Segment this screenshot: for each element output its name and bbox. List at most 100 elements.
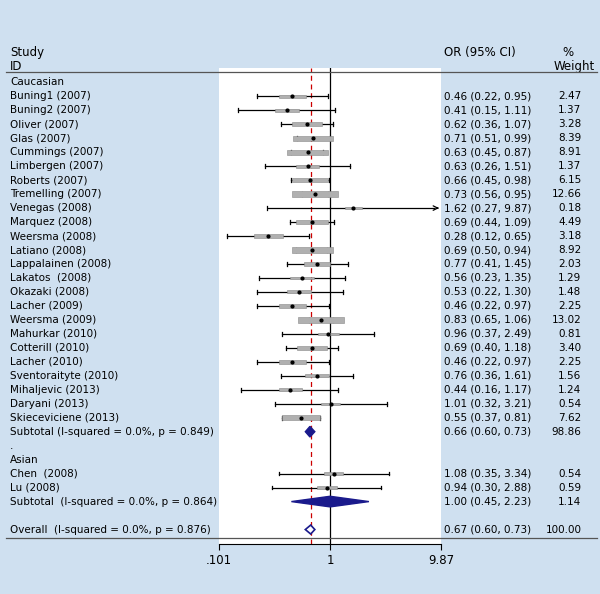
Text: 8.91: 8.91 <box>558 147 581 157</box>
Text: Lacher (2010): Lacher (2010) <box>10 357 83 367</box>
Text: Oliver (2007): Oliver (2007) <box>10 119 79 129</box>
Bar <box>279 94 306 98</box>
Text: Chen  (2008): Chen (2008) <box>10 469 78 479</box>
Text: 0.69 (0.50, 0.94): 0.69 (0.50, 0.94) <box>444 245 531 255</box>
Text: 2.47: 2.47 <box>558 91 581 101</box>
Bar <box>292 191 338 197</box>
Text: 0.62 (0.36, 1.07): 0.62 (0.36, 1.07) <box>444 119 532 129</box>
Text: .: . <box>10 441 14 451</box>
Text: Sventoraityte (2010): Sventoraityte (2010) <box>10 371 119 381</box>
Bar <box>282 415 320 420</box>
Text: 8.39: 8.39 <box>558 133 581 143</box>
Text: 1.01 (0.32, 3.21): 1.01 (0.32, 3.21) <box>444 399 532 409</box>
Bar <box>293 135 334 141</box>
Bar <box>298 317 344 323</box>
Text: Lakatos  (2008): Lakatos (2008) <box>10 273 92 283</box>
Text: 0.46 (0.22, 0.97): 0.46 (0.22, 0.97) <box>444 301 532 311</box>
Bar <box>345 207 362 209</box>
Bar <box>279 304 306 308</box>
Text: 8.92: 8.92 <box>558 245 581 255</box>
Text: 3.18: 3.18 <box>558 231 581 241</box>
Polygon shape <box>305 426 315 437</box>
Text: Overall  (I-squared = 0.0%, p = 0.876): Overall (I-squared = 0.0%, p = 0.876) <box>10 525 211 535</box>
Bar <box>305 374 329 377</box>
Text: Skieceviciene (2013): Skieceviciene (2013) <box>10 413 119 423</box>
Text: 0.59: 0.59 <box>558 482 581 492</box>
Text: 1.48: 1.48 <box>558 287 581 297</box>
Text: 1.00 (0.45, 2.23): 1.00 (0.45, 2.23) <box>444 497 532 507</box>
Text: Limbergen (2007): Limbergen (2007) <box>10 161 104 171</box>
Bar <box>304 263 331 266</box>
Bar <box>297 346 327 350</box>
Text: Caucasian: Caucasian <box>10 77 64 87</box>
Text: 1.56: 1.56 <box>558 371 581 381</box>
Text: 0.46 (0.22, 0.97): 0.46 (0.22, 0.97) <box>444 357 532 367</box>
Text: Lacher (2009): Lacher (2009) <box>10 301 83 311</box>
Bar <box>292 122 322 126</box>
Text: 0.96 (0.37, 2.49): 0.96 (0.37, 2.49) <box>444 329 532 339</box>
Bar <box>279 388 302 391</box>
Text: Buning2 (2007): Buning2 (2007) <box>10 105 91 115</box>
Text: 0.73 (0.56, 0.95): 0.73 (0.56, 0.95) <box>444 189 532 199</box>
Text: 13.02: 13.02 <box>551 315 581 325</box>
Bar <box>254 234 283 238</box>
Text: Subtotal  (I-squared = 0.0%, p = 0.864): Subtotal (I-squared = 0.0%, p = 0.864) <box>10 497 217 507</box>
Text: 0.18: 0.18 <box>558 203 581 213</box>
Text: Mihaljevic (2013): Mihaljevic (2013) <box>10 385 100 395</box>
Bar <box>321 403 340 405</box>
Text: 100.00: 100.00 <box>545 525 581 535</box>
Text: Glas (2007): Glas (2007) <box>10 133 71 143</box>
Text: 1.24: 1.24 <box>558 385 581 395</box>
Text: 1.29: 1.29 <box>558 273 581 283</box>
Text: 0.81: 0.81 <box>558 329 581 339</box>
Text: 1.62 (0.27, 9.87): 1.62 (0.27, 9.87) <box>444 203 532 213</box>
Bar <box>317 486 337 489</box>
Text: 0.94 (0.30, 2.88): 0.94 (0.30, 2.88) <box>444 482 532 492</box>
Text: 0.69 (0.44, 1.09): 0.69 (0.44, 1.09) <box>444 217 532 227</box>
Text: 0.56 (0.23, 1.35): 0.56 (0.23, 1.35) <box>444 273 532 283</box>
Text: Subtotal (I-squared = 0.0%, p = 0.849): Subtotal (I-squared = 0.0%, p = 0.849) <box>10 426 214 437</box>
Bar <box>287 150 328 155</box>
Bar <box>296 165 319 168</box>
Text: 12.66: 12.66 <box>551 189 581 199</box>
Text: 0.46 (0.22, 0.95): 0.46 (0.22, 0.95) <box>444 91 532 101</box>
Text: 0.83 (0.65, 1.06): 0.83 (0.65, 1.06) <box>444 315 532 325</box>
Bar <box>275 109 299 112</box>
Text: Latiano (2008): Latiano (2008) <box>10 245 86 255</box>
Bar <box>279 360 306 364</box>
Bar <box>292 247 332 252</box>
Text: %: % <box>563 46 574 59</box>
Bar <box>290 277 314 279</box>
Text: 0.54: 0.54 <box>558 399 581 409</box>
Bar <box>292 178 328 182</box>
Bar <box>317 333 338 335</box>
Text: 3.28: 3.28 <box>558 119 581 129</box>
Text: 6.15: 6.15 <box>558 175 581 185</box>
Text: 0.71 (0.51, 0.99): 0.71 (0.51, 0.99) <box>444 133 532 143</box>
Text: 0.66 (0.60, 0.73): 0.66 (0.60, 0.73) <box>444 426 531 437</box>
Text: Lappalainen (2008): Lappalainen (2008) <box>10 259 112 269</box>
Text: 0.67 (0.60, 0.73): 0.67 (0.60, 0.73) <box>444 525 531 535</box>
Text: ID: ID <box>10 61 23 74</box>
Text: 2.03: 2.03 <box>558 259 581 269</box>
Text: 0.66 (0.45, 0.98): 0.66 (0.45, 0.98) <box>444 175 532 185</box>
Polygon shape <box>292 496 369 507</box>
Text: 0.63 (0.45, 0.87): 0.63 (0.45, 0.87) <box>444 147 532 157</box>
Text: Study: Study <box>10 46 44 59</box>
Bar <box>296 220 328 224</box>
Text: 1.08 (0.35, 3.34): 1.08 (0.35, 3.34) <box>444 469 532 479</box>
Text: 1.14: 1.14 <box>558 497 581 507</box>
Text: Roberts (2007): Roberts (2007) <box>10 175 88 185</box>
Text: Daryani (2013): Daryani (2013) <box>10 399 89 409</box>
Bar <box>287 290 311 293</box>
Polygon shape <box>305 525 315 534</box>
Text: Asian: Asian <box>10 454 39 465</box>
Text: 0.41 (0.15, 1.11): 0.41 (0.15, 1.11) <box>444 105 532 115</box>
Text: Tremelling (2007): Tremelling (2007) <box>10 189 102 199</box>
Text: Buning1 (2007): Buning1 (2007) <box>10 91 91 101</box>
Text: 0.54: 0.54 <box>558 469 581 479</box>
Text: 1.37: 1.37 <box>558 105 581 115</box>
Bar <box>324 472 343 475</box>
Text: 98.86: 98.86 <box>551 426 581 437</box>
Text: Weersma (2008): Weersma (2008) <box>10 231 97 241</box>
